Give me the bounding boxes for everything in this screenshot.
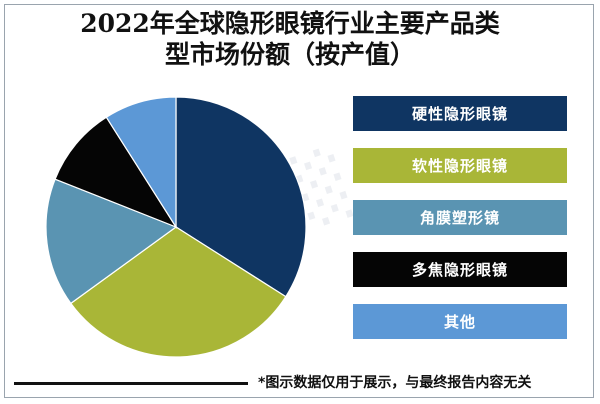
legend-label: 角膜塑形镜: [419, 209, 500, 227]
legend-item-4: 多焦隐形眼镜: [353, 252, 567, 287]
legend: 硬性隐形眼镜 软性隐形眼镜 角膜塑形镜多焦隐形眼镜 其他: [353, 96, 567, 356]
footnote-rule: [14, 382, 248, 385]
footnote: *图示数据仅用于展示，与最终报告内容无关: [258, 375, 532, 391]
pie-slice-4: [54, 116, 178, 229]
chart-title-line-1: 2022年全球隐形眼镜行业主要产品类: [80, 9, 500, 38]
legend-item-1: 硬性隐形眼镜: [353, 96, 567, 131]
legend-item-5: 其他: [353, 304, 567, 339]
chart-title-line-2: 型市场份额（按产值）: [164, 40, 415, 69]
legend-item-2: 软性隐形眼镜: [353, 148, 567, 183]
pie-slice-1: [175, 96, 307, 298]
legend-label: 硬性隐形眼镜: [411, 105, 508, 123]
pie-slice-2: [69, 226, 287, 358]
legend-item-3: 角膜塑形镜: [353, 200, 567, 235]
legend-label: 软性隐形眼镜: [411, 157, 508, 175]
legend-label: 多焦隐形眼镜: [411, 261, 508, 279]
chart-title: 2022年全球隐形眼镜行业主要产品类 型市场份额（按产值）: [30, 8, 550, 70]
pie-slice-5: [105, 96, 177, 230]
pie-slice-3: [45, 178, 178, 305]
legend-label: 其他: [443, 313, 476, 331]
pie-slices: [45, 96, 307, 358]
